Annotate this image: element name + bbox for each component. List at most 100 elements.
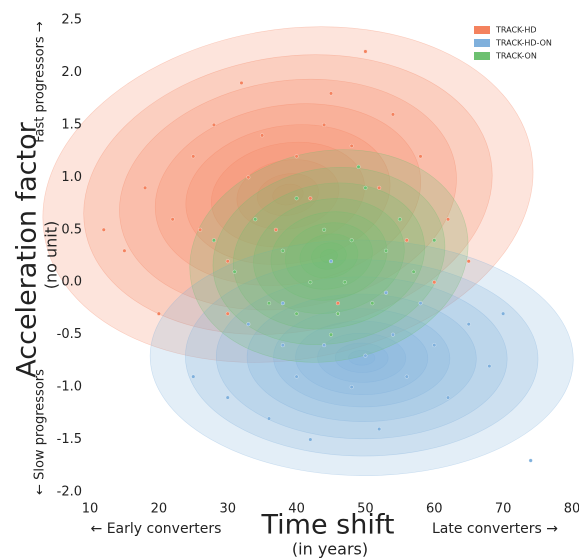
y-axis-label: Acceleration factor [12, 121, 43, 377]
density-contour [246, 293, 477, 422]
legend-label: TRACK-ON [495, 52, 537, 61]
density-contour [257, 173, 319, 216]
data-point [329, 259, 333, 264]
y-axis-sublabel: (no unit) [42, 221, 61, 290]
y-tick-label: 0.5 [61, 222, 82, 237]
density-contour [149, 239, 574, 476]
density-contour [270, 211, 388, 301]
data-point [466, 259, 471, 264]
density-contour [295, 320, 429, 395]
data-point [446, 217, 451, 222]
data-point [342, 280, 347, 285]
data-point [356, 164, 361, 169]
y-tick-label: -1.0 [57, 380, 82, 395]
data-point [363, 185, 368, 190]
data-point [170, 217, 175, 222]
data-point [446, 395, 451, 400]
legend-label: TRACK-HD-ON [495, 39, 552, 48]
density-contour [253, 198, 405, 314]
density-contour [273, 308, 451, 408]
data-point [363, 353, 368, 358]
legend-swatch [474, 39, 490, 47]
data-point [391, 112, 395, 117]
y-tick-label: 0.0 [61, 275, 82, 290]
density-contour [311, 242, 347, 270]
data-point [397, 217, 402, 222]
density-contour [189, 149, 469, 363]
data-point [322, 343, 327, 348]
data-point [225, 311, 230, 316]
y-tick-label: 2.0 [61, 65, 82, 80]
data-point [308, 280, 313, 285]
data-point [322, 227, 327, 232]
data-point [294, 154, 299, 159]
data-point [501, 311, 506, 316]
x-tick-label: 70 [495, 502, 512, 517]
data-point [487, 364, 492, 369]
y-tick-label: -2.0 [57, 485, 82, 500]
density-contour [334, 342, 389, 373]
data-point [411, 269, 416, 274]
data-point [232, 269, 237, 274]
data-point [211, 238, 216, 243]
data-point [294, 374, 299, 379]
data-point [191, 374, 196, 379]
density-contour [119, 78, 457, 311]
data-point [122, 248, 127, 253]
data-point [191, 154, 196, 159]
data-point [418, 154, 423, 159]
data-point [528, 458, 533, 463]
data-point [335, 311, 340, 316]
data-point [335, 301, 340, 306]
data-point [308, 437, 313, 442]
density-contour [232, 182, 425, 330]
data-point [225, 395, 230, 400]
data-point [294, 196, 299, 201]
data-point [211, 122, 216, 127]
x-axis-sublabel: (in years) [292, 540, 368, 559]
y-tick-label: -0.5 [57, 327, 82, 342]
data-point [225, 259, 230, 264]
data-point [198, 227, 203, 232]
y-bottom-note: ← Slow progressors [33, 369, 48, 495]
x-axis-label: Time shift [261, 510, 395, 541]
data-point [384, 290, 389, 295]
data-point [404, 374, 409, 379]
data-point [101, 227, 106, 232]
data-point [308, 196, 313, 201]
legend: TRACK-HD TRACK-HD-ON TRACK-ON [474, 26, 552, 61]
point-layer [101, 49, 533, 463]
data-point [391, 332, 395, 337]
data-point [294, 311, 299, 316]
data-point [156, 311, 161, 316]
contour-layer [42, 26, 574, 476]
y-tick-label: -1.5 [57, 432, 82, 447]
data-point [384, 248, 389, 253]
data-point [466, 322, 471, 327]
y-tick-label: 1.0 [61, 170, 82, 185]
x-tick-label: 40 [288, 502, 305, 517]
y-tick-label: 1.5 [61, 117, 82, 132]
legend-swatch [474, 52, 490, 60]
data-point [349, 143, 354, 148]
data-point [280, 301, 285, 306]
data-point [349, 385, 354, 390]
density-contour [299, 233, 359, 279]
density-contour [212, 167, 446, 345]
density-contour [154, 103, 422, 286]
x-tick-label: 20 [151, 502, 168, 517]
density-contour [317, 332, 407, 383]
data-point [432, 280, 437, 285]
legend-label: TRACK-HD [495, 26, 537, 35]
density-contour [83, 54, 493, 335]
x-tick-label: 50 [357, 502, 374, 517]
data-point [377, 185, 382, 190]
x-tick-label: 30 [219, 502, 236, 517]
data-point [260, 133, 265, 138]
density-contour [215, 276, 508, 440]
data-point [329, 91, 333, 96]
data-point [253, 217, 258, 222]
data-point [418, 301, 423, 306]
data-point [267, 416, 271, 421]
